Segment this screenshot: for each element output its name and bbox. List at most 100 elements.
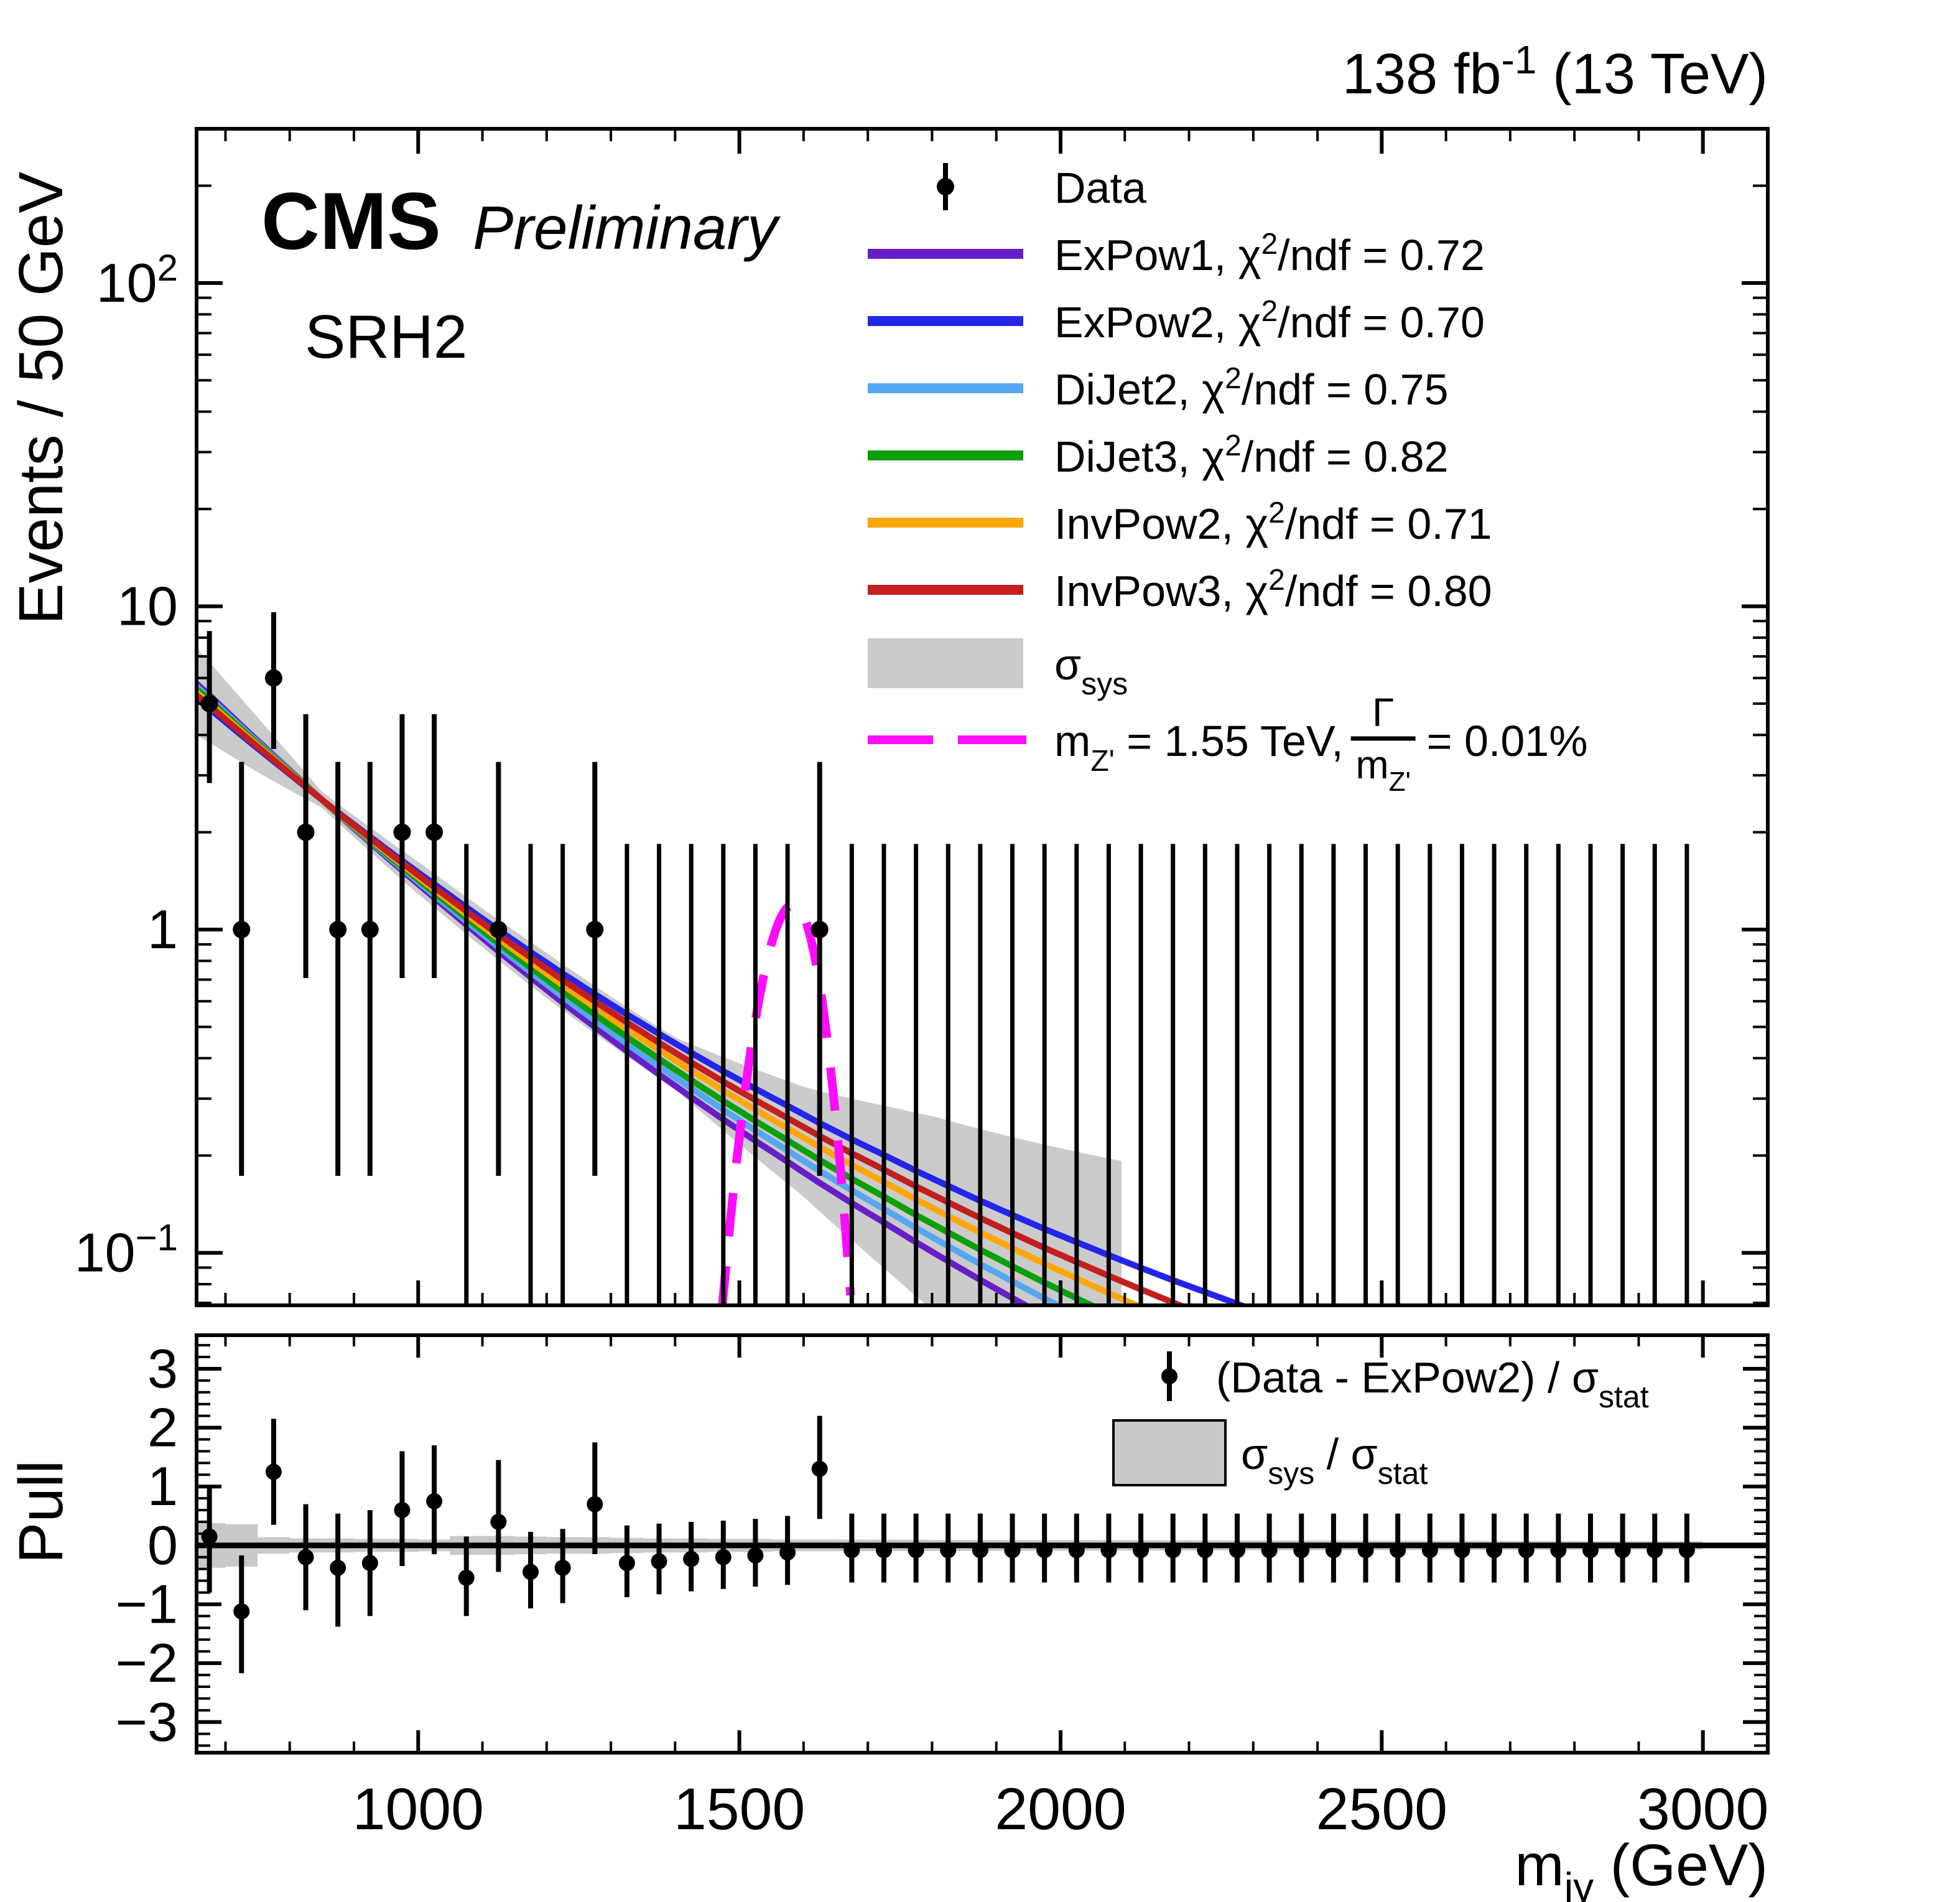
pull-marker [1518, 1542, 1535, 1559]
pull-marker [490, 1514, 507, 1531]
pull-marker [554, 1559, 571, 1576]
pull-y-title: Pull [6, 1460, 76, 1564]
cms-label: CMS [261, 175, 441, 266]
main-panel [197, 612, 1689, 1305]
legend-signal-label: mZ' = 1.55 TeV, [1054, 717, 1344, 778]
pull-legend-band-swatch [1112, 1419, 1227, 1486]
legend-label-invpow3: InvPow3, χ2/ndf = 0.80 [1054, 564, 1492, 615]
pull-marker [233, 1603, 250, 1620]
zero-count-bars [464, 844, 1689, 1305]
legend-signal-gamma: Γ [1372, 690, 1394, 735]
ytick-1: 1 [147, 898, 178, 960]
data-marker [297, 823, 315, 841]
sys-uncertainty-band [197, 648, 1122, 1305]
pull-marker [1646, 1542, 1663, 1559]
data-marker [810, 921, 829, 939]
pull-marker [1036, 1542, 1053, 1559]
pull-marker [1261, 1542, 1278, 1559]
pull-marker [683, 1550, 700, 1567]
xtick-1000: 1000 [353, 1776, 484, 1842]
pull-ytick--2: −2 [116, 1632, 178, 1694]
pull-marker [908, 1542, 924, 1559]
pull-marker [394, 1502, 411, 1519]
main-y-title: Events / 50 GeV [6, 172, 76, 625]
data-marker [586, 921, 604, 939]
pull-marker [1004, 1542, 1021, 1559]
xtick-1500: 1500 [674, 1776, 805, 1842]
data-points [200, 612, 829, 1176]
pull-marker [1357, 1542, 1374, 1559]
pull-marker [1325, 1542, 1342, 1559]
pull-marker [1197, 1542, 1214, 1559]
pull-marker [201, 1528, 218, 1545]
pull-marker [587, 1496, 603, 1513]
legend-label-expow2: ExPow2, χ2/ndf = 0.70 [1054, 295, 1485, 347]
data-marker [264, 669, 282, 687]
pull-marker [651, 1553, 667, 1570]
pull-legend-row1-label: (Data - ExPow2) / σstat [1216, 1353, 1649, 1414]
data-marker [233, 921, 251, 939]
legend-sys-label: σsys [1054, 640, 1128, 701]
pull-marker [1550, 1542, 1567, 1559]
pull-ytick-1: 1 [147, 1455, 178, 1517]
pull-marker [458, 1569, 475, 1586]
data-marker [361, 921, 379, 939]
pull-marker [1390, 1542, 1406, 1559]
pull-ytick-3: 3 [147, 1338, 178, 1399]
pull-legend-row2-label: σsys / σstat [1241, 1430, 1428, 1491]
main-axes [195, 127, 1770, 1307]
ytick-10: 10 [117, 575, 178, 636]
pull-marker [1582, 1542, 1599, 1559]
pull-ytick--1: −1 [116, 1573, 178, 1635]
data-marker [393, 823, 411, 841]
pull-marker [1068, 1542, 1085, 1559]
x-tick-labels: 1000 1500 2000 2500 3000 [353, 1776, 1769, 1842]
x-title: mjγ (GeV) [1515, 1832, 1768, 1902]
pull-marker [940, 1542, 957, 1559]
xtick-2000: 2000 [995, 1776, 1126, 1842]
pull-marker [1228, 1542, 1245, 1559]
pull-marker [747, 1547, 764, 1564]
data-marker [425, 823, 444, 841]
pull-marker [715, 1549, 732, 1565]
pull-marker [330, 1559, 346, 1576]
data-marker [329, 921, 347, 939]
xtick-3000: 3000 [1637, 1776, 1768, 1842]
pull-marker [779, 1544, 796, 1561]
pull-points [201, 1415, 1695, 1674]
ytick-0p1: 10−1 [75, 1217, 178, 1284]
pull-marker [1678, 1542, 1695, 1559]
pull-y-axis-title: Pull [6, 1460, 76, 1564]
main-y-axis-title: Events / 50 GeV [6, 172, 76, 625]
pull-marker [875, 1542, 892, 1559]
fit-curve-invpow3 [197, 692, 1189, 1305]
pull-panel [197, 1415, 1768, 1674]
pull-marker [1164, 1542, 1181, 1559]
main-y-tick-labels: 102 10 1 10−1 [75, 247, 178, 1284]
pull-ytick--3: −3 [116, 1691, 178, 1753]
pull-marker [618, 1555, 635, 1572]
legend-label-dijet3: DiJet3, χ2/ndf = 0.82 [1054, 429, 1449, 481]
pull-marker [297, 1549, 314, 1565]
main-legend: Data ExPow1, χ2/ndf = 0.72 ExPow2, χ2/ndf … [868, 163, 1587, 797]
pull-marker [1486, 1542, 1503, 1559]
legend-data-label: Data [1054, 164, 1146, 212]
legend-signal-frac-denom: mZ' [1355, 742, 1411, 797]
pull-marker [265, 1463, 282, 1480]
xtick-2500: 2500 [1316, 1776, 1447, 1842]
legend-sys-band-swatch [868, 638, 1023, 688]
pull-marker [1454, 1542, 1470, 1559]
pull-marker [361, 1555, 378, 1572]
pull-axes [195, 1333, 1770, 1755]
legend-label-dijet2: DiJet2, χ2/ndf = 0.75 [1054, 362, 1449, 414]
pull-marker [811, 1460, 828, 1477]
luminosity-label: 138 fb-1 (13 TeV) [1342, 37, 1768, 106]
pull-ytick-0: 0 [147, 1514, 178, 1576]
pull-marker [1614, 1542, 1631, 1559]
pull-marker [1133, 1542, 1150, 1559]
pull-marker [1100, 1542, 1117, 1559]
